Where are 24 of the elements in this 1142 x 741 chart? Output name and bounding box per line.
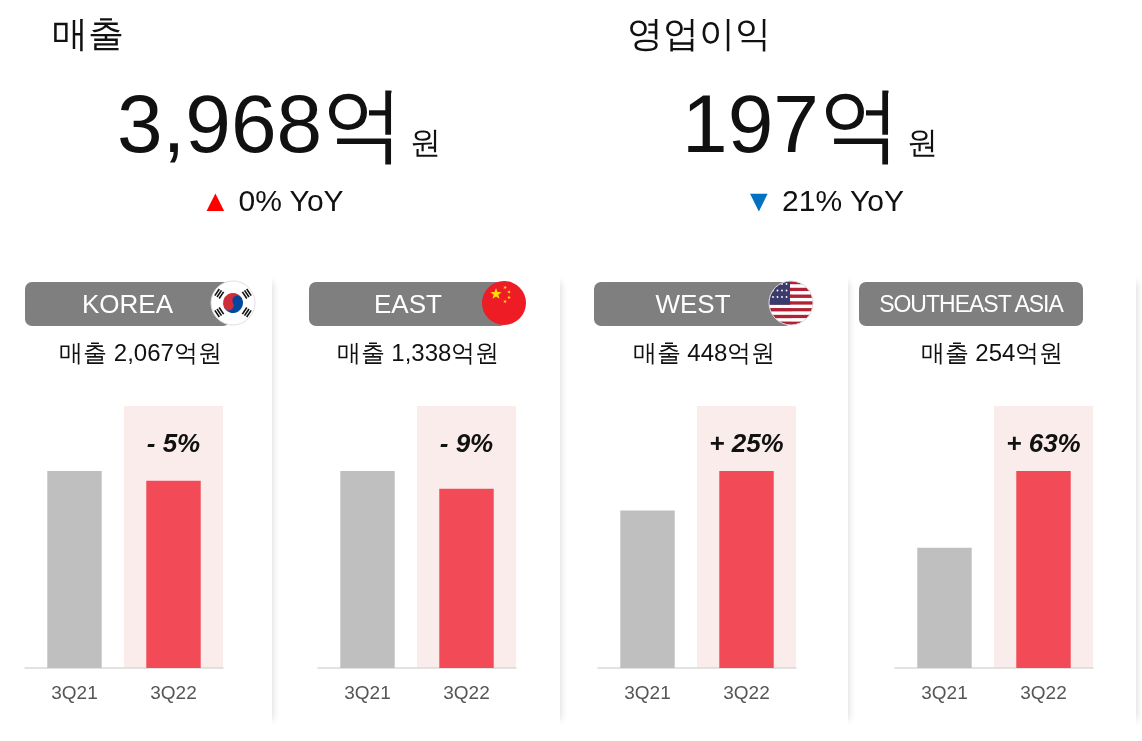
chart-subtitle: 매출 254억원 bbox=[919, 338, 1065, 368]
x-tick-label: 3Q21 bbox=[51, 682, 98, 703]
chart-title: WEST bbox=[594, 282, 792, 326]
chart-title: KOREA bbox=[25, 282, 230, 326]
chart-subtitle: 매출 2,067억원 bbox=[58, 338, 223, 368]
text: 매출 bbox=[52, 12, 124, 56]
text: + 63% bbox=[1006, 428, 1081, 458]
x-tick-label: 3Q22 bbox=[443, 682, 490, 703]
text: 영업이익 bbox=[627, 12, 771, 56]
x-tick-label: 3Q22 bbox=[723, 682, 770, 703]
text: + 25% bbox=[709, 428, 784, 458]
chart-title: SOUTHEAST ASIA bbox=[859, 282, 1083, 326]
x-tick-label: 3Q21 bbox=[344, 682, 391, 703]
x-tick-label: 3Q22 bbox=[150, 682, 197, 703]
chart-subtitle: 매출 1,338억원 bbox=[335, 338, 501, 368]
x-tick-label: 3Q21 bbox=[921, 682, 968, 703]
text: ▲ 0% YoY bbox=[200, 183, 344, 219]
chart-subtitle: 매출 448억원 bbox=[631, 338, 777, 368]
text: - 5% bbox=[146, 428, 201, 458]
chart-title: EAST bbox=[309, 282, 507, 326]
x-tick-label: 3Q21 bbox=[624, 682, 671, 703]
text: ▼ 21% YoY bbox=[744, 183, 904, 219]
x-tick-label: 3Q22 bbox=[1020, 682, 1067, 703]
text: - 9% bbox=[439, 428, 494, 458]
